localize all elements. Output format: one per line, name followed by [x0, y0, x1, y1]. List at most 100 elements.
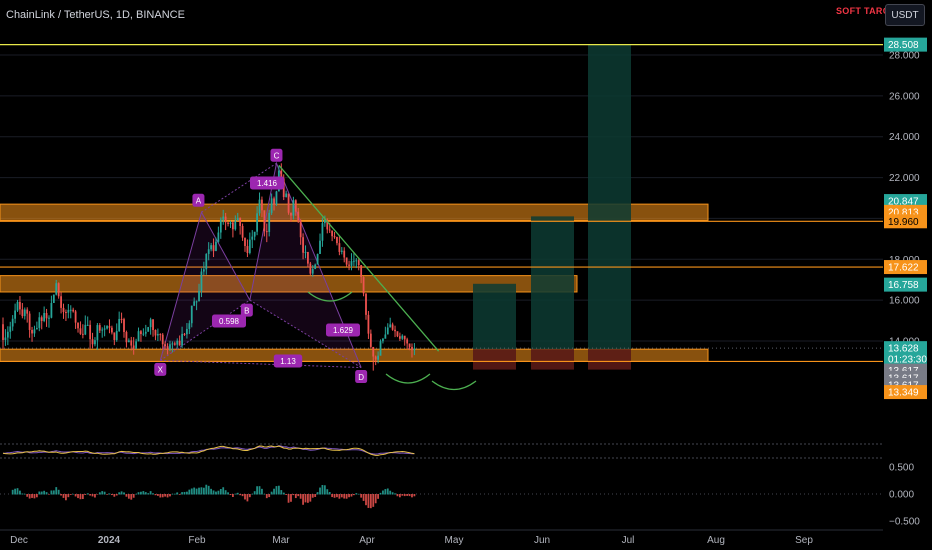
- macd-bar-99: [241, 494, 244, 497]
- candle-body-121: [294, 200, 297, 212]
- candle-body-31: [77, 322, 79, 329]
- candle-body-140: [340, 250, 343, 252]
- pattern-point-D-bg: [355, 370, 368, 384]
- macd-bar-133: [323, 485, 326, 495]
- candle-body-8: [21, 309, 24, 317]
- candle-body-143: [348, 264, 350, 266]
- macd-bar-77: [188, 489, 191, 495]
- candle-body-74: [181, 333, 183, 346]
- macd-bar-168: [408, 494, 411, 497]
- macd-bar-140: [340, 494, 343, 498]
- macd-bar-169: [411, 494, 413, 498]
- candle-body-71: [173, 343, 176, 345]
- candle-body-94: [229, 222, 232, 224]
- macd-bar-118: [287, 494, 290, 503]
- macd-bar-144: [350, 494, 353, 497]
- soft-target-label: SOFT TARG: [836, 6, 891, 16]
- macd-bar-44: [108, 493, 111, 495]
- price-badge-11: 13.349: [888, 388, 919, 399]
- macd-bar-159: [386, 488, 389, 495]
- candle-body-127: [309, 263, 312, 274]
- macd-bar-117: [285, 494, 288, 495]
- macd-bar-73: [178, 494, 181, 495]
- macd-bar-65: [159, 494, 162, 498]
- macd-bar-91: [222, 487, 225, 495]
- macd-bar-78: [190, 488, 193, 495]
- macd-bar-151: [367, 494, 370, 508]
- candle-body-40: [98, 325, 101, 331]
- candle-body-23: [57, 283, 60, 297]
- candle-body-63: [154, 329, 157, 336]
- candle-body-150: [365, 293, 367, 315]
- macd-bar-158: [384, 489, 387, 495]
- macd-bar-164: [398, 494, 401, 498]
- candle-body-87: [212, 245, 215, 252]
- time-tick-2: Feb: [188, 535, 206, 546]
- macd-bar-6: [16, 488, 19, 495]
- osc-tick-1: 0.000: [889, 490, 914, 501]
- time-tick-4: Apr: [359, 535, 375, 546]
- macd-bar-85: [207, 485, 210, 495]
- macd-bar-17: [43, 490, 46, 495]
- price-badge-bg-1: [884, 194, 927, 209]
- macd-bar-170: [413, 494, 416, 497]
- candle-body-95: [232, 222, 234, 230]
- candle-body-62: [152, 319, 154, 330]
- candle-body-145: [353, 260, 355, 262]
- candle-body-55: [135, 341, 137, 349]
- candle-body-103: [251, 236, 254, 240]
- macd-bar-19: [48, 494, 50, 495]
- candle-body-43: [106, 326, 108, 329]
- macd-bar-114: [277, 485, 280, 495]
- macd-bar-38: [94, 494, 96, 498]
- candle-body-79: [193, 301, 196, 306]
- macd-bar-7: [19, 490, 21, 495]
- candle-body-4: [11, 318, 14, 327]
- macd-bar-84: [205, 484, 208, 495]
- macd-bar-57: [140, 491, 142, 495]
- candle-body-13: [33, 329, 36, 334]
- macd-bar-124: [302, 494, 304, 505]
- candles: [2, 163, 416, 371]
- candle-body-133: [323, 220, 326, 224]
- osc-tick-0: 0.500: [889, 463, 914, 474]
- time-tick-8: Aug: [707, 535, 725, 546]
- candle-body-101: [246, 246, 249, 253]
- candle-body-66: [161, 334, 164, 345]
- candle-body-0: [2, 324, 4, 340]
- macd-bar-22: [55, 487, 58, 495]
- candle-body-25: [62, 307, 65, 312]
- candle-body-163: [396, 331, 399, 337]
- candle-body-88: [215, 241, 217, 252]
- candle-body-129: [314, 264, 317, 270]
- candle-body-39: [96, 325, 99, 341]
- candle-body-46: [113, 332, 116, 340]
- price-badge-1: 20.847: [888, 197, 919, 208]
- price-tick-6: 16.000: [889, 296, 920, 307]
- candle-body-142: [345, 257, 348, 265]
- target-stop-box-2: [588, 349, 631, 370]
- macd-bar-154: [374, 494, 377, 504]
- price-axis: 28.00026.00024.00022.00020.00018.00016.0…: [883, 0, 932, 550]
- candle-body-69: [169, 344, 171, 349]
- macd-bar-109: [265, 494, 268, 499]
- candle-body-124: [302, 237, 304, 253]
- macd-bar-98: [239, 494, 242, 496]
- target-profit-box-0: [473, 283, 516, 350]
- macd-bar-105: [256, 486, 258, 495]
- candle-body-73: [178, 340, 181, 346]
- candle-body-164: [398, 336, 401, 339]
- candle-body-51: [125, 332, 128, 343]
- currency-button[interactable]: USDT: [885, 4, 925, 26]
- time-tick-1: 2024: [98, 535, 121, 546]
- arc-right: [431, 380, 477, 391]
- target-boxes: [473, 44, 631, 370]
- candle-body-61: [149, 319, 152, 328]
- macd-bar-15: [38, 491, 41, 495]
- macd-bar-89: [217, 490, 220, 495]
- candle-body-138: [336, 236, 338, 244]
- candle-body-165: [401, 335, 404, 339]
- price-badge-bg-0: [884, 37, 927, 52]
- macd-bar-42: [103, 491, 106, 495]
